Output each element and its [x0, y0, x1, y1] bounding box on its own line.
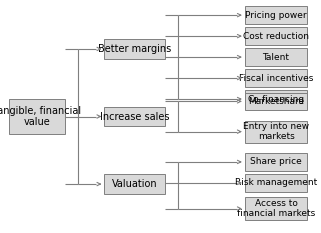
Text: Entry into new
markets: Entry into new markets — [243, 122, 309, 141]
Text: Access to
financial markets: Access to financial markets — [237, 199, 315, 218]
Text: Pricing power: Pricing power — [245, 11, 307, 20]
Text: Co-financing: Co-financing — [247, 95, 305, 103]
FancyBboxPatch shape — [245, 6, 308, 24]
FancyBboxPatch shape — [104, 107, 165, 126]
Text: Risk management: Risk management — [235, 178, 317, 187]
FancyBboxPatch shape — [245, 93, 308, 110]
FancyBboxPatch shape — [245, 27, 308, 45]
FancyBboxPatch shape — [245, 198, 308, 219]
Text: Talent: Talent — [263, 53, 290, 62]
Text: Marketshare: Marketshare — [248, 97, 304, 106]
FancyBboxPatch shape — [9, 99, 65, 134]
Text: Tangible, financial
value: Tangible, financial value — [0, 106, 81, 127]
Text: Better margins: Better margins — [98, 44, 171, 54]
FancyBboxPatch shape — [104, 174, 165, 194]
FancyBboxPatch shape — [245, 90, 308, 108]
Text: Cost reduction: Cost reduction — [243, 32, 309, 41]
Text: Share price: Share price — [250, 158, 302, 166]
FancyBboxPatch shape — [245, 153, 308, 171]
FancyBboxPatch shape — [245, 48, 308, 66]
FancyBboxPatch shape — [245, 121, 308, 143]
FancyBboxPatch shape — [245, 69, 308, 87]
Text: Fiscal incentives: Fiscal incentives — [239, 74, 313, 82]
FancyBboxPatch shape — [104, 39, 165, 59]
FancyBboxPatch shape — [245, 174, 308, 192]
Text: Increase sales: Increase sales — [100, 112, 169, 121]
Text: Valuation: Valuation — [112, 179, 158, 189]
